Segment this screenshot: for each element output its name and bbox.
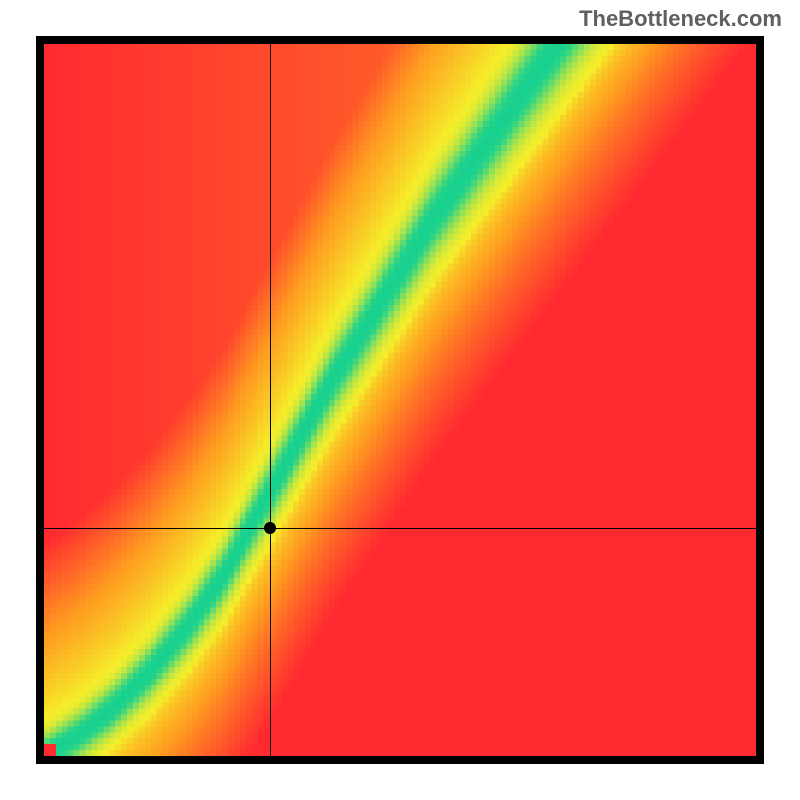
marker-dot: [264, 522, 276, 534]
crosshair-vertical: [270, 44, 271, 756]
watermark-text: TheBottleneck.com: [579, 6, 782, 32]
chart-frame: [36, 36, 764, 764]
crosshair-horizontal: [44, 528, 756, 529]
heatmap-plot: [44, 44, 756, 756]
heatmap-canvas: [44, 44, 756, 756]
